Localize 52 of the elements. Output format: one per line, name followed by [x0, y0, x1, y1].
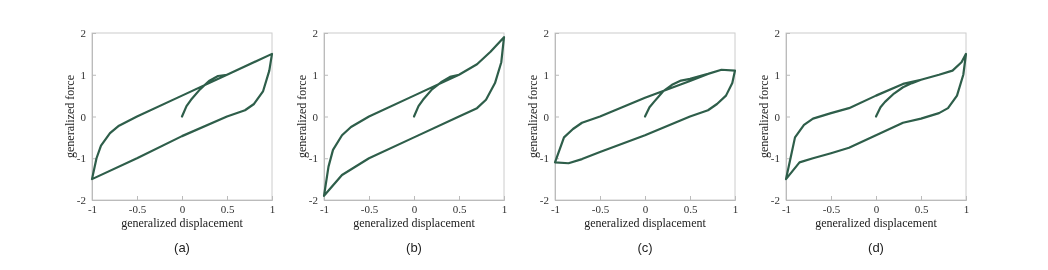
y-tick-label: -1 — [308, 152, 318, 165]
x-tick-label: 0 — [179, 202, 186, 215]
y-axis-title: generalized force — [63, 75, 77, 158]
text: (b) — [406, 240, 422, 255]
y-tick-label: 0 — [543, 110, 550, 123]
line-series — [553, 68, 737, 165]
x-tick-label: 0.5 — [452, 202, 467, 215]
y-tick-label: 1 — [774, 68, 780, 81]
text: (c) — [637, 240, 653, 255]
x-tick-label: 1 — [501, 202, 508, 215]
x-tick-label: -0.5 — [360, 202, 379, 215]
y-tick-label: 2 — [80, 27, 86, 40]
x-axis-title: generalized displacement — [584, 216, 707, 230]
y-tick-label: -2 — [539, 194, 549, 207]
x-tick-label: 0.5 — [220, 202, 235, 215]
y-axis-title: generalized force — [295, 75, 309, 158]
line-series — [784, 52, 968, 181]
y-axis-title: generalized force — [526, 75, 540, 158]
x-tick-label: 1 — [732, 202, 739, 215]
x-tick-label: 0.5 — [683, 202, 698, 215]
y-tick-label: 2 — [543, 27, 549, 40]
y-tick-label: -2 — [76, 194, 86, 207]
y-tick-label: -2 — [770, 194, 780, 207]
y-tick-label: 0 — [80, 110, 87, 123]
y-tick-label: 1 — [80, 68, 86, 81]
text: (a) — [174, 240, 190, 255]
y-tick-label: 1 — [543, 68, 549, 81]
x-tick-label: 0 — [411, 202, 418, 215]
x-axis-title: generalized displacement — [353, 216, 476, 230]
line-series — [90, 52, 274, 181]
text: (d) — [868, 240, 884, 255]
x-tick-label: -0.5 — [591, 202, 610, 215]
y-tick-label: -1 — [770, 152, 780, 165]
x-axis-title: generalized displacement — [121, 216, 244, 230]
y-tick-label: 1 — [312, 68, 318, 81]
line-series — [322, 36, 506, 197]
x-tick-label: -0.5 — [128, 202, 147, 215]
y-axis-title: generalized force — [757, 75, 771, 158]
y-tick-label: 2 — [312, 27, 318, 40]
y-tick-label: 0 — [312, 110, 319, 123]
x-tick-label: -0.5 — [822, 202, 841, 215]
y-tick-label: 2 — [774, 27, 780, 40]
x-tick-label: 1 — [963, 202, 970, 215]
x-tick-label: 0 — [873, 202, 880, 215]
x-axis-title: generalized displacement — [815, 216, 938, 230]
y-tick-label: -2 — [308, 194, 318, 207]
y-tick-label: 0 — [774, 110, 781, 123]
x-tick-label: 1 — [269, 202, 276, 215]
x-tick-label: 0 — [642, 202, 649, 215]
y-tick-label: -1 — [539, 152, 549, 165]
x-tick-label: 0.5 — [914, 202, 929, 215]
y-tick-label: -1 — [76, 152, 86, 165]
